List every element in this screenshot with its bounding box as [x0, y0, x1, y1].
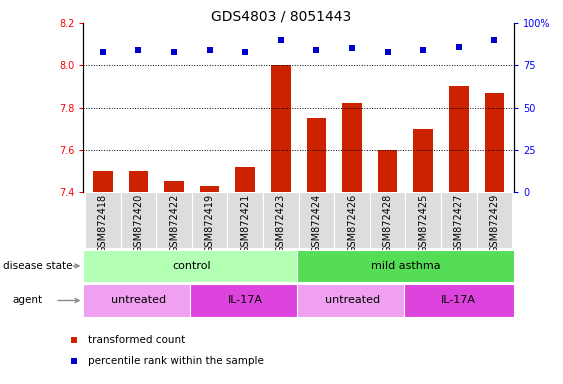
Bar — [404, 284, 514, 317]
Text: IL-17A: IL-17A — [228, 295, 263, 306]
Bar — [449, 86, 468, 192]
Point — [490, 37, 499, 43]
Point — [205, 47, 214, 53]
Bar — [83, 284, 194, 317]
Bar — [297, 284, 407, 317]
Bar — [200, 186, 220, 192]
Text: GSM872428: GSM872428 — [383, 194, 392, 253]
Point — [134, 47, 143, 53]
Point — [454, 44, 463, 50]
Bar — [271, 65, 291, 192]
Text: GSM872427: GSM872427 — [454, 194, 464, 253]
Point — [241, 49, 250, 55]
Text: GSM872423: GSM872423 — [276, 194, 286, 253]
Point — [169, 49, 178, 55]
Text: GSM872422: GSM872422 — [169, 194, 179, 253]
Bar — [235, 167, 255, 192]
Bar — [441, 192, 477, 248]
Bar — [405, 192, 441, 248]
Bar — [263, 192, 298, 248]
Point — [347, 45, 356, 51]
Point — [419, 47, 428, 53]
Text: IL-17A: IL-17A — [441, 295, 476, 306]
Bar — [370, 192, 405, 248]
Text: GSM872429: GSM872429 — [489, 194, 499, 253]
Text: agent: agent — [12, 295, 43, 306]
Bar — [120, 192, 157, 248]
Bar — [307, 118, 326, 192]
Bar — [227, 192, 263, 248]
Bar — [157, 192, 192, 248]
Bar — [190, 284, 301, 317]
Bar — [297, 250, 514, 282]
Text: GSM872426: GSM872426 — [347, 194, 357, 253]
Bar — [298, 192, 334, 248]
Text: GSM872421: GSM872421 — [240, 194, 251, 253]
Text: untreated: untreated — [111, 295, 166, 306]
Text: control: control — [173, 261, 211, 271]
Text: GSM872425: GSM872425 — [418, 194, 428, 253]
Bar — [93, 171, 113, 192]
Text: transformed count: transformed count — [88, 334, 185, 344]
Bar — [192, 192, 227, 248]
Point — [99, 49, 108, 55]
Bar — [485, 93, 504, 192]
Bar — [334, 192, 370, 248]
Bar — [164, 182, 184, 192]
Text: GDS4803 / 8051443: GDS4803 / 8051443 — [211, 10, 352, 23]
Bar — [342, 103, 362, 192]
Text: GSM872419: GSM872419 — [205, 194, 215, 253]
Text: GSM872424: GSM872424 — [311, 194, 321, 253]
Bar — [129, 171, 148, 192]
Text: percentile rank within the sample: percentile rank within the sample — [88, 356, 263, 366]
Bar — [378, 150, 397, 192]
Point — [70, 336, 79, 343]
Point — [383, 49, 392, 55]
Text: GSM872420: GSM872420 — [133, 194, 144, 253]
Text: disease state: disease state — [3, 261, 72, 271]
Bar — [413, 129, 433, 192]
Bar — [85, 192, 120, 248]
Point — [70, 358, 79, 364]
Bar — [477, 192, 512, 248]
Text: mild asthma: mild asthma — [370, 261, 440, 271]
Text: untreated: untreated — [324, 295, 379, 306]
Bar — [83, 250, 301, 282]
Text: GSM872418: GSM872418 — [98, 194, 108, 253]
Point — [312, 47, 321, 53]
Point — [276, 37, 285, 43]
